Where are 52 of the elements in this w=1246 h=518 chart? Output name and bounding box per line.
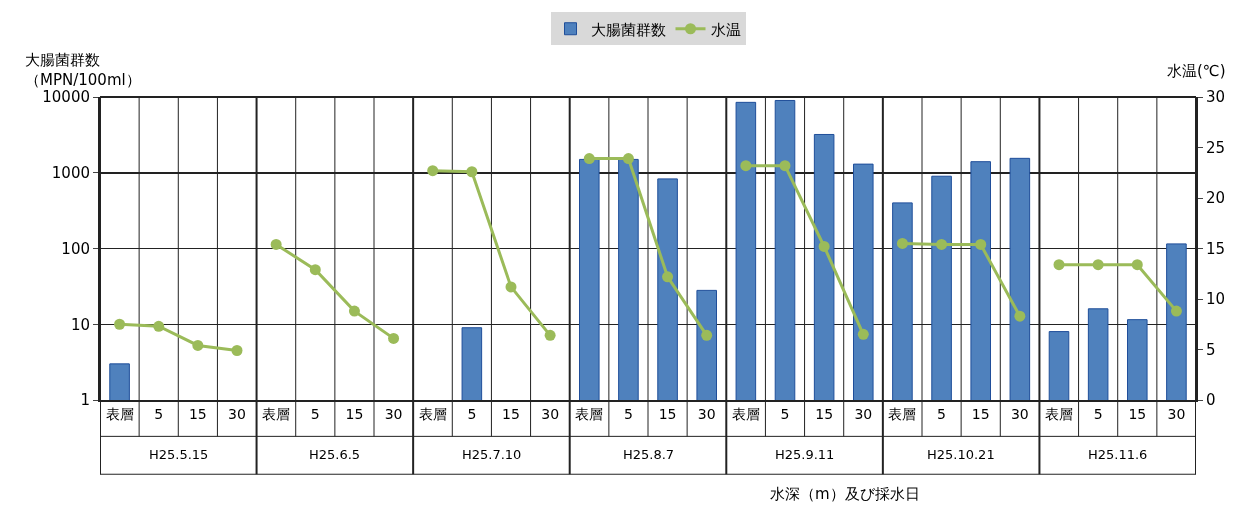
y2-tick-label: 0 xyxy=(1206,391,1216,410)
x-tick-label: 表層 xyxy=(105,405,134,422)
y2-tick-label: 15 xyxy=(1206,239,1226,258)
x-tick-label: 15 xyxy=(971,405,990,422)
x-tick-label: 30 xyxy=(541,405,560,422)
text: H25.8.7 xyxy=(623,447,675,462)
x-tick-label: 表層 xyxy=(262,405,291,422)
x-tick-label: 5 xyxy=(623,405,633,422)
x-tick-label: 15 xyxy=(658,405,677,422)
x-tick-label: 表層 xyxy=(575,405,604,422)
legend-label: 大腸菌群数 xyxy=(590,20,666,39)
x-tick-label: 15 xyxy=(345,405,364,422)
x-tick-label: 表層 xyxy=(418,405,447,422)
legend-label: 水温 xyxy=(710,20,741,39)
x-axis-title: 水深（m）及び採水日 xyxy=(770,485,920,503)
text: H25.11.6 xyxy=(1088,447,1148,462)
x-tick-label: 5 xyxy=(154,405,164,422)
text: H25.9.11 xyxy=(775,447,835,462)
text: H25.6.5 xyxy=(309,447,361,462)
y-axis-title: 大腸菌群数（MPN/100ml） xyxy=(25,51,141,89)
x-tick-label: 30 xyxy=(697,405,716,422)
x-tick-label: 表層 xyxy=(731,405,760,422)
text: H25.5.15 xyxy=(149,447,209,462)
x-tick-label: 15 xyxy=(1128,405,1147,422)
x-tick-label: 表層 xyxy=(888,405,917,422)
x-tick-label: 30 xyxy=(228,405,246,422)
x-tick-label: 15 xyxy=(188,405,207,422)
x-tick-label: 5 xyxy=(310,405,320,422)
y-tick-label: 10000 xyxy=(42,88,90,107)
x-tick-label: 5 xyxy=(1093,405,1103,422)
y-tick-label: 1000 xyxy=(51,164,90,182)
y2-tick-label: 25 xyxy=(1206,138,1226,157)
x-tick-label: 30 xyxy=(854,405,873,422)
x-tick-label: 表層 xyxy=(1045,405,1073,422)
x-tick-label: 15 xyxy=(502,405,520,422)
y2-axis-title: 水温(℃) xyxy=(1167,62,1226,80)
y-tick-label: 1 xyxy=(80,391,90,410)
y-tick-label: 100 xyxy=(61,239,90,258)
x-tick-label: 5 xyxy=(937,405,947,422)
text: H25.7.10 xyxy=(462,447,522,462)
x-tick-label: 30 xyxy=(1167,405,1186,422)
x-tick-label: 5 xyxy=(780,405,790,422)
y-tick-label: 10 xyxy=(70,315,90,334)
y2-tick-label: 10 xyxy=(1206,290,1226,309)
x-tick-label: 5 xyxy=(467,405,477,422)
y2-tick-label: 20 xyxy=(1206,189,1226,208)
x-tick-label: 15 xyxy=(815,405,834,422)
text: H25.10.21 xyxy=(927,447,995,462)
x-tick-label: 30 xyxy=(1010,405,1029,422)
y2-tick-label: 5 xyxy=(1206,340,1216,359)
x-tick-label: 30 xyxy=(384,405,403,422)
y2-tick-label: 30 xyxy=(1206,88,1226,107)
